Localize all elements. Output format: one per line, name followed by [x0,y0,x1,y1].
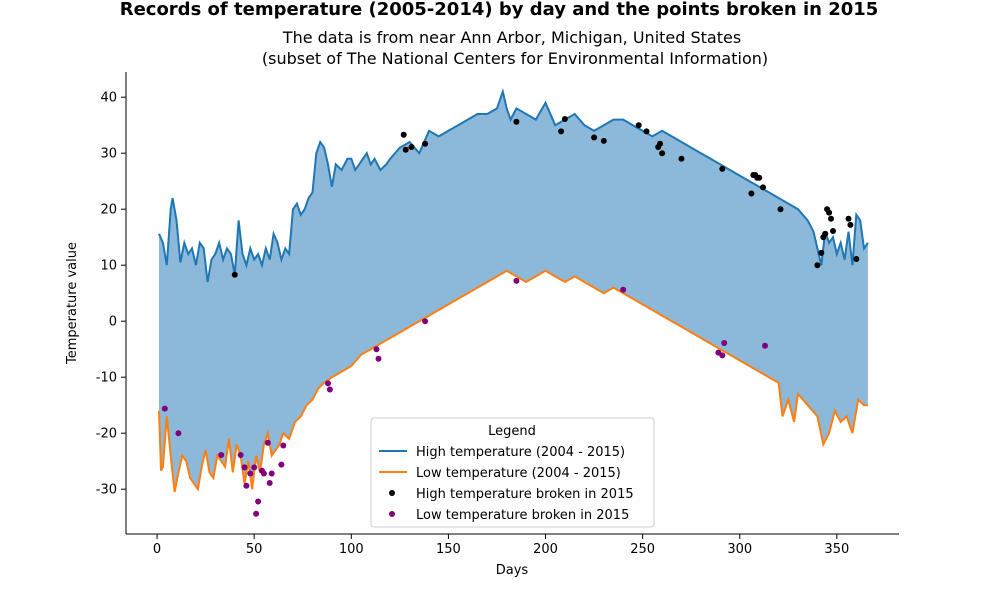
x-axis-label: Days [496,563,529,578]
y-tick-label: -10 [96,371,117,386]
low-broken-point [278,461,285,468]
low-broken-point [373,346,380,353]
y-tick-label: 30 [100,147,117,162]
legend-swatch-low-broken [389,511,395,517]
high-broken-point [643,128,650,135]
low-broken-point [218,452,225,458]
y-tick-label: 20 [100,203,117,218]
low-broken-point [264,439,271,446]
y-tick-label: -20 [96,427,117,442]
legend-label-low: Low temperature (2004 - 2015) [416,466,621,481]
low-broken-point [268,470,275,477]
low-broken-point [237,452,244,458]
high-broken-point [748,190,755,197]
high-broken-point [847,221,854,228]
x-tick-label: 0 [153,542,161,557]
high-broken-point [756,174,763,181]
high-broken-point [422,140,429,147]
fill-between-area [159,91,868,492]
x-tick-label: 50 [246,542,263,557]
high-broken-point [777,206,784,213]
high-broken-point [814,262,821,269]
low-broken-points [161,277,768,517]
high-broken-points [231,116,860,278]
high-broken-point [719,165,726,172]
low-broken-point [243,482,250,489]
low-broken-point [241,464,248,471]
low-broken-point [719,352,726,359]
high-broken-point [231,271,238,278]
high-broken-point [558,128,565,135]
y-axis-label: Temperature value [65,242,80,365]
low-broken-point [266,480,273,486]
low-broken-point [762,342,768,349]
high-broken-point [402,146,409,153]
x-axis-ticks: 0 50 100 150 200 250 300 350 [153,534,849,557]
low-broken-point [253,510,260,517]
low-broken-point [620,286,627,293]
high-broken-point [591,134,598,141]
legend-label-high-broken: High temperature broken in 2015 [416,487,634,502]
legend: Legend High temperature (2004 - 2015) Lo… [370,417,655,528]
high-broken-point [408,144,415,150]
high-broken-point [635,122,642,129]
low-broken-point [161,405,168,412]
high-broken-point [826,209,833,216]
x-tick-label: 100 [339,542,364,557]
y-axis-ticks: -30 -20 -10 0 10 20 30 40 [96,91,126,498]
high-broken-point [760,184,766,191]
legend-label-low-broken: Low temperature broken in 2015 [416,508,629,523]
plot-area [158,87,869,517]
low-broken-point [422,318,429,325]
high-broken-point [830,228,836,234]
high-broken-point [400,131,407,138]
x-tick-label: 300 [727,542,752,557]
y-tick-label: 10 [100,259,117,274]
y-tick-label: 40 [100,91,117,106]
low-broken-point [255,498,262,505]
low-broken-point [251,464,258,471]
low-broken-point [175,430,182,437]
legend-label-high: High temperature (2004 - 2015) [416,445,625,460]
high-broken-point [561,116,568,122]
x-tick-label: 200 [533,542,558,557]
chart-subtitle-line-2: (subset of The National Centers for Envi… [262,49,768,68]
legend-box [370,417,655,528]
high-broken-point [845,215,852,222]
low-broken-point [326,386,333,393]
low-broken-point [325,380,331,387]
low-broken-point [721,340,728,346]
high-broken-point [822,230,829,237]
x-tick-label: 250 [630,542,655,557]
high-broken-point [828,215,834,222]
high-broken-point [818,249,825,256]
chart-subtitle-line-1: The data is from near Ann Arbor, Michiga… [282,28,741,47]
high-broken-point [513,118,520,125]
high-broken-point [853,256,860,262]
high-broken-point [659,150,666,157]
y-tick-label: -30 [96,483,117,498]
high-broken-point [657,140,664,147]
legend-title: Legend [488,424,536,439]
low-broken-point [280,442,287,449]
low-temperature-line [158,269,868,493]
low-broken-point [247,470,254,477]
chart-title: Records of temperature (2005-2014) by da… [120,0,879,20]
high-broken-point [600,137,607,144]
low-broken-point [513,277,520,284]
x-tick-label: 150 [436,542,461,557]
y-tick-label: 0 [109,315,117,330]
x-tick-label: 350 [824,542,849,557]
high-broken-point [678,155,685,162]
low-broken-point [375,355,382,362]
low-broken-point [260,470,267,477]
legend-swatch-high-broken [389,490,395,496]
